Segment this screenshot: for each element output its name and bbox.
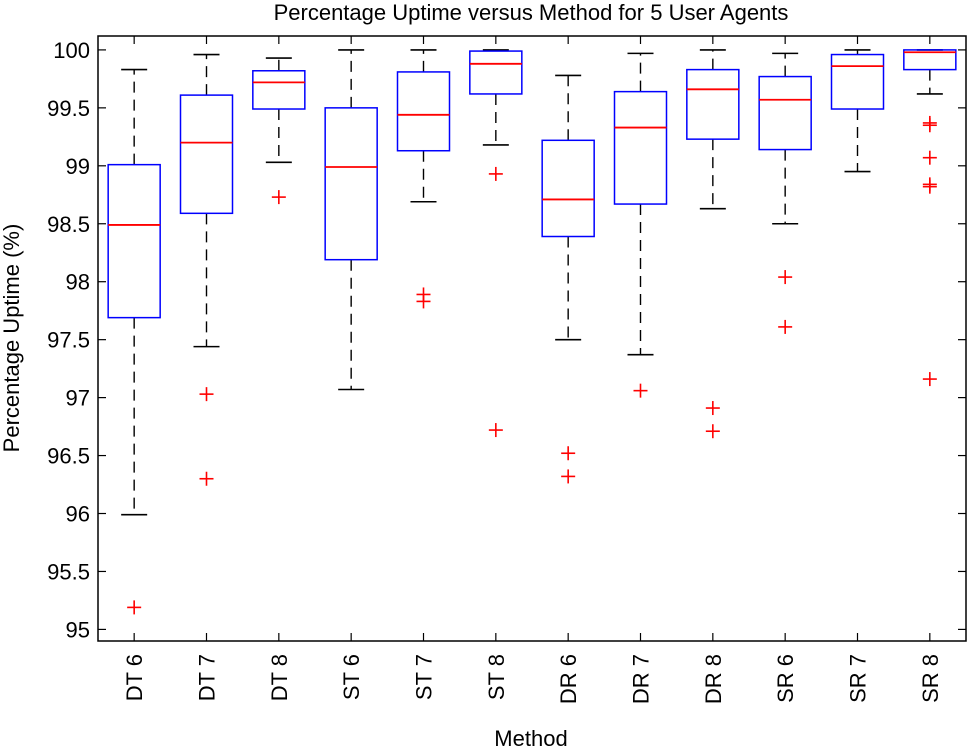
box-st-7 — [396, 49, 451, 309]
x-tick-label: ST 7 — [412, 654, 437, 700]
outlier-marker — [199, 471, 214, 486]
x-tick-label: SR 7 — [846, 654, 871, 703]
y-tick-label: 97.5 — [47, 328, 90, 353]
iqr-box — [830, 53, 885, 110]
box-series — [107, 49, 957, 615]
box-dt-6 — [107, 68, 161, 615]
iqr-box — [541, 139, 595, 238]
iqr-box — [179, 94, 234, 215]
plot-frame — [97, 35, 967, 642]
outlier-marker — [271, 190, 286, 205]
outlier-marker — [705, 401, 720, 416]
x-tick-label: DR 7 — [629, 654, 654, 704]
x-tick-label: DR 6 — [556, 654, 581, 704]
y-tick-label: 97 — [66, 386, 90, 411]
outlier-marker — [199, 387, 214, 402]
outlier-marker — [922, 179, 937, 194]
y-tick-label: 99.5 — [47, 96, 90, 121]
x-tick-label: DT 7 — [195, 654, 220, 701]
y-tick-label: 99 — [66, 154, 90, 179]
outlier-marker — [705, 424, 720, 439]
y-tick-label: 96 — [66, 502, 90, 527]
y-tick-label: 98 — [66, 270, 90, 295]
x-tick-label: ST 6 — [339, 654, 364, 700]
box-dt-7 — [179, 53, 234, 486]
iqr-box — [758, 75, 812, 151]
x-tick-label: ST 8 — [484, 654, 509, 700]
y-tick-label: 95 — [66, 617, 90, 642]
outlier-marker — [561, 446, 576, 461]
y-axis: 95 95.5 96 96.5 97 97.5 98 98.5 99 99.5 100 — [47, 38, 966, 642]
iqr-box — [396, 71, 451, 152]
box-sr-6 — [758, 52, 812, 334]
y-tick-label: 95.5 — [47, 559, 90, 584]
outlier-marker — [127, 600, 142, 615]
x-tick-label: SR 8 — [918, 654, 943, 703]
chart-title: Percentage Uptime versus Method for 5 Us… — [274, 0, 789, 25]
outlier-marker — [922, 150, 937, 165]
iqr-box — [613, 90, 668, 205]
box-dr-7 — [613, 52, 668, 398]
box-sr-7 — [830, 49, 885, 173]
iqr-box — [252, 70, 306, 110]
iqr-box — [324, 107, 378, 261]
plot-area — [97, 35, 967, 642]
iqr-box — [686, 68, 740, 140]
outlier-marker — [488, 166, 503, 181]
x-tick-label: DT 8 — [267, 654, 292, 701]
box-sr-8 — [903, 49, 957, 387]
iqr-box — [903, 49, 957, 71]
x-axis-label: Method — [494, 726, 567, 749]
x-tick-label: DT 6 — [122, 654, 147, 701]
outlier-marker — [922, 372, 937, 387]
x-tick-label: DR 8 — [701, 654, 726, 704]
outlier-marker — [488, 423, 503, 438]
y-tick-label: 96.5 — [47, 444, 90, 469]
x-axis: DT 6 DT 7 DT 8 ST 6 ST 7 ST 8 DR 6 DR 7 DR 8 SR 6… — [122, 36, 943, 704]
x-tick-label: SR 6 — [773, 654, 798, 703]
box-st-8 — [469, 49, 523, 438]
outlier-marker — [416, 294, 431, 309]
outlier-marker — [561, 469, 576, 484]
y-axis-label: Percentage Uptime (%) — [0, 224, 24, 453]
box-st-6 — [324, 49, 378, 391]
box-dr-6 — [541, 74, 595, 484]
y-tick-label: 100 — [53, 38, 90, 63]
outlier-marker — [922, 118, 937, 133]
box-dt-8 — [252, 57, 306, 205]
outlier-marker — [778, 270, 793, 285]
outlier-marker — [633, 383, 648, 398]
outlier-marker — [778, 319, 793, 334]
iqr-box — [107, 163, 161, 319]
y-tick-label: 98.5 — [47, 212, 90, 237]
box-dr-8 — [686, 49, 740, 439]
iqr-box — [469, 50, 523, 95]
